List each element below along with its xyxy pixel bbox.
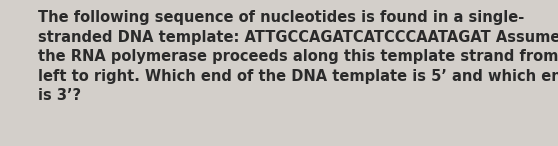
- Text: The following sequence of nucleotides is found in a single-
stranded DNA templat: The following sequence of nucleotides is…: [38, 10, 558, 103]
